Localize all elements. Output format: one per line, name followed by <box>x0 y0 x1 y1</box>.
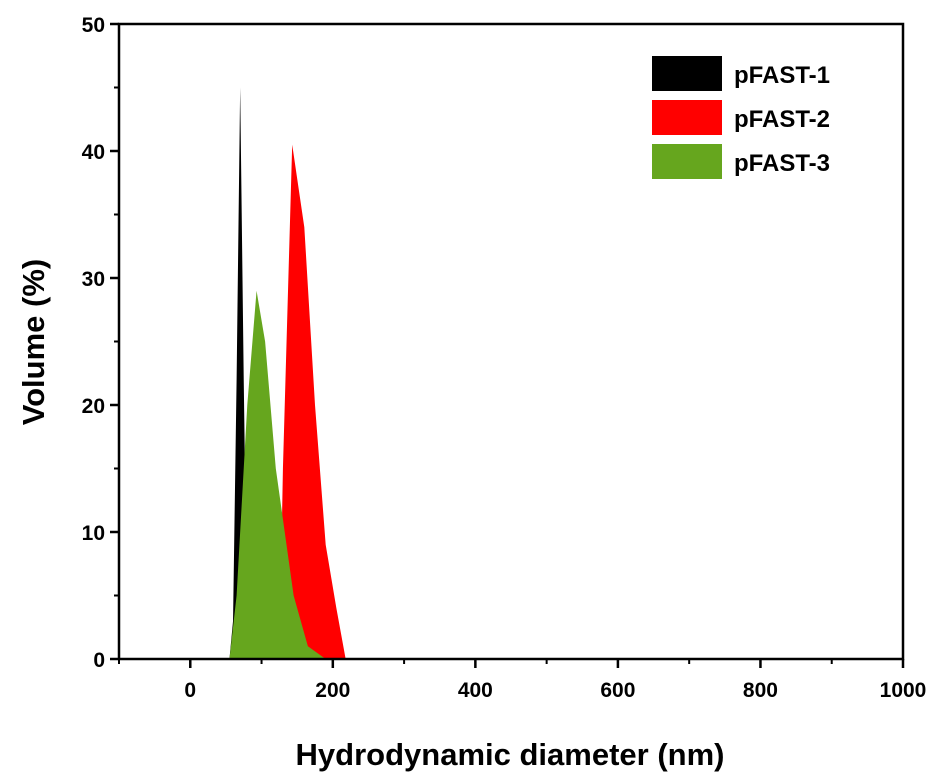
axes-layer: 0 200 400 600 800 1000 0 10 20 30 40 50 <box>82 14 927 702</box>
series-layer <box>119 87 903 659</box>
y-tick-label: 30 <box>82 268 105 291</box>
y-tick-label: 40 <box>82 141 105 164</box>
legend-label-3: pFAST-3 <box>734 150 830 177</box>
legend-swatch-2 <box>652 100 722 135</box>
y-tick-label: 50 <box>82 14 105 37</box>
legend-label-1: pFAST-1 <box>734 62 830 89</box>
legend-swatch-3 <box>652 144 722 179</box>
x-tick-label: 1000 <box>880 679 927 702</box>
y-tick-label: 0 <box>93 649 105 672</box>
series-area-3 <box>119 290 903 659</box>
y-tick-label: 10 <box>82 522 105 545</box>
x-tick-label: 0 <box>184 679 196 702</box>
legend: pFAST-1 pFAST-2 pFAST-3 <box>652 56 830 179</box>
x-tick-label: 200 <box>315 679 350 702</box>
x-tick-label: 400 <box>458 679 493 702</box>
x-tick-label: 600 <box>600 679 635 702</box>
legend-swatch-1 <box>652 56 722 91</box>
legend-label-2: pFAST-2 <box>734 106 830 133</box>
x-tick-label: 800 <box>743 679 778 702</box>
x-axis-title: Hydrodynamic diameter (nm) <box>296 737 725 772</box>
series-area-2 <box>119 144 903 659</box>
y-tick-label: 20 <box>82 395 105 418</box>
y-axis-title: Volume (%) <box>16 259 51 426</box>
